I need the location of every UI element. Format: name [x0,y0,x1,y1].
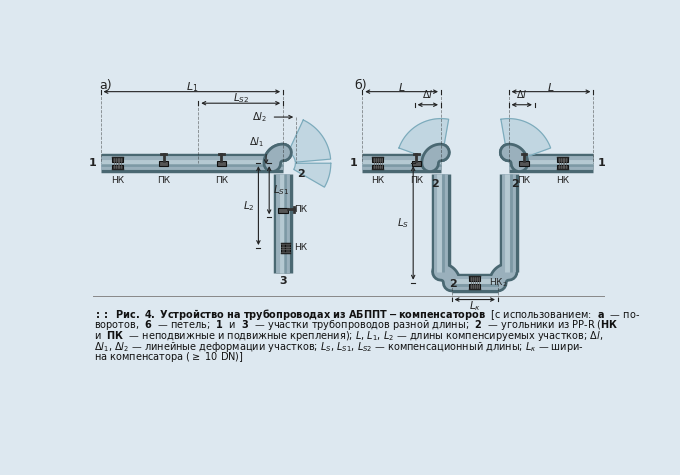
Text: 3: 3 [279,276,287,285]
Text: ПК: ПК [157,176,170,185]
Text: б): б) [355,78,367,92]
Text: ПК: ПК [215,176,228,185]
Bar [373,157,383,162]
Bar [112,157,123,162]
Bar [217,161,226,166]
Bar [557,165,568,170]
Text: НК$_2$: НК$_2$ [489,276,507,289]
Bar [469,276,480,281]
Text: 1: 1 [350,158,358,168]
Text: $L_S$: $L_S$ [397,216,409,230]
Polygon shape [399,119,449,159]
Text: ПК: ПК [409,176,423,185]
Text: $L$: $L$ [398,81,405,93]
Bar [286,243,290,253]
Text: $\Delta l_2$: $\Delta l_2$ [252,110,267,124]
Bar [520,161,528,166]
Text: 2: 2 [297,169,305,179]
Bar [557,157,568,162]
Text: $\mathbf{::}$  $\mathbf{Рис.\ 4.\ Устройство\ на\ трубопроводах\ из\ АБППТ-компе: $\mathbf{::}$ $\mathbf{Рис.\ 4.\ Устройс… [95,307,641,322]
Text: $\Delta l_1$, $\Delta l_2$ — линейные деформации участков; $L_S$, $L_{S1}$, $L_{: $\Delta l_1$, $\Delta l_2$ — линейные де… [95,340,584,353]
Text: НК: НК [371,176,384,185]
Text: $L_\kappa$: $L_\kappa$ [469,299,481,313]
Text: ПК: ПК [517,176,530,185]
Text: НК: НК [294,244,307,252]
Text: а): а) [99,78,112,92]
Polygon shape [294,163,330,187]
Text: $\Delta l$: $\Delta l$ [516,88,528,100]
Text: 2: 2 [449,279,457,289]
Text: 1: 1 [598,158,606,168]
Text: 2: 2 [431,179,439,189]
Text: $L_{S1}$: $L_{S1}$ [273,183,290,197]
Text: $L_2$: $L_2$ [243,199,254,212]
Bar [159,161,169,166]
Text: $L_1$: $L_1$ [186,80,198,94]
Text: на компенсатора ($\geq$ 10 DN)]: на компенсатора ($\geq$ 10 DN)] [95,351,244,364]
Text: НК: НК [111,176,124,185]
Bar [411,161,421,166]
Polygon shape [288,120,330,162]
Text: ПК: ПК [294,205,307,214]
Text: $L_{S2}$: $L_{S2}$ [233,92,249,105]
Text: 2: 2 [511,179,519,189]
Bar [281,243,286,253]
Text: $\Delta l_1$: $\Delta l_1$ [249,135,264,150]
Bar [278,208,288,213]
Text: $\Delta l$: $\Delta l$ [422,88,433,100]
Bar [469,284,480,289]
Bar [373,165,383,170]
Text: 1: 1 [88,158,96,168]
Text: НК: НК [556,176,569,185]
Text: и  $\mathbf{ПК}$  — неподвижные и подвижные крепления); $L$, $L_1$, $L_2$ — длин: и $\mathbf{ПК}$ — неподвижные и подвижны… [95,329,604,343]
Polygon shape [501,119,551,159]
Text: воротов,  $\mathbf{6}$  — петель;  $\mathbf{1}$  и  $\mathbf{3}$  — участки труб: воротов, $\mathbf{6}$ — петель; $\mathbf… [95,318,619,332]
Bar [112,165,123,170]
Text: $L$: $L$ [547,81,555,93]
